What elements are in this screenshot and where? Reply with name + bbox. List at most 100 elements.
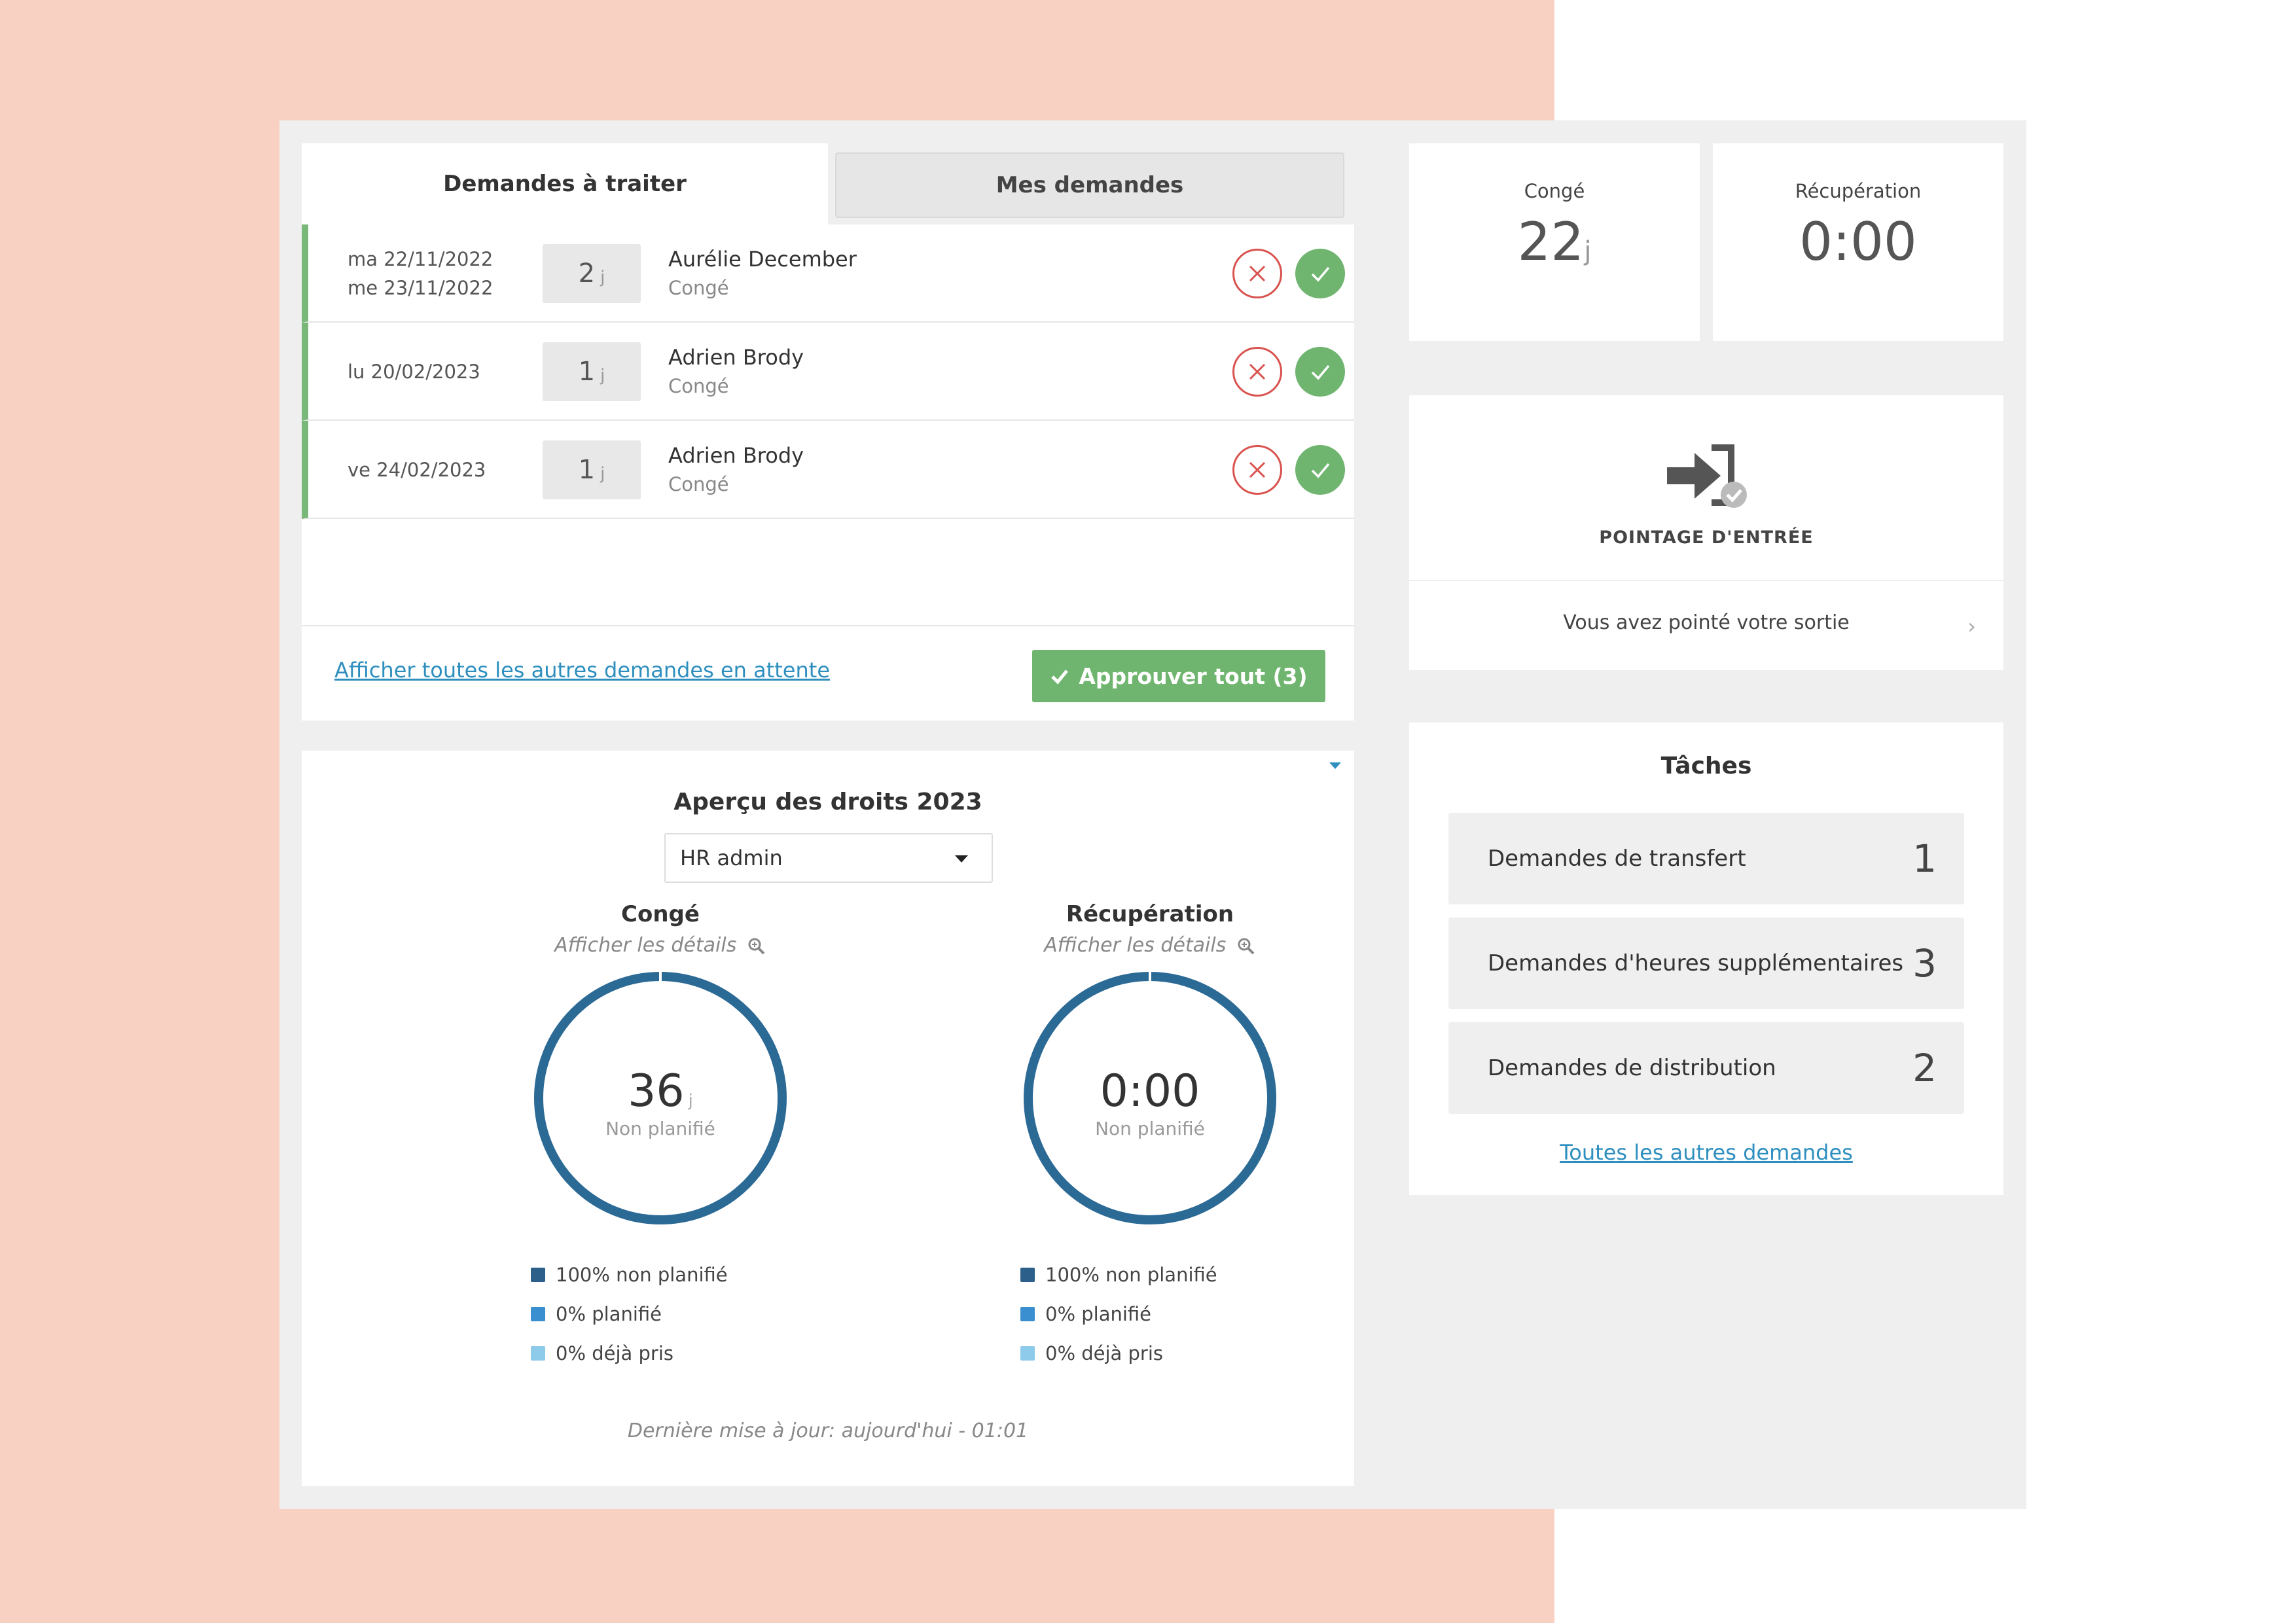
task-count: 2: [1912, 1046, 1937, 1090]
legend-label: 100% non planifié: [556, 1264, 728, 1286]
request-date: ve 24/02/2023: [348, 459, 486, 481]
request-person: Adrien Brody Congé: [668, 323, 804, 421]
sign-in-icon: [1667, 444, 1747, 508]
request-type: Congé: [668, 473, 729, 495]
gauge-value: 0:00: [1100, 1065, 1200, 1117]
legend-item: 0% planifié: [1020, 1294, 1314, 1334]
task-label: Demandes de transfert: [1488, 846, 1746, 872]
gauge-ring: 36 j Non planifié: [534, 971, 787, 1224]
gauge-title: Récupération: [1066, 901, 1234, 927]
gauge-legend: 100% non planifié 0% planifié 0% déjà pr…: [531, 1255, 824, 1373]
gauge-details-link[interactable]: Afficher les détails: [497, 934, 824, 957]
tab-requests-to-process[interactable]: Demandes à traiter: [302, 143, 828, 224]
balance-leave-card: Congé 22j: [1409, 143, 1700, 341]
reject-button[interactable]: [1232, 445, 1282, 495]
legend-label: 0% déjà pris: [1045, 1342, 1164, 1364]
clock-in-card: POINTAGE D'ENTRÉE Vous avez pointé votre…: [1409, 395, 2003, 670]
gauge-title: Congé: [621, 901, 700, 927]
requests-footer: Afficher toutes les autres demandes en a…: [302, 625, 1354, 721]
request-days-value: 1: [578, 357, 596, 387]
request-date: ma 22/11/2022: [348, 248, 493, 270]
request-days-value: 1: [578, 455, 596, 485]
reject-button[interactable]: [1232, 347, 1282, 397]
task-label: Demandes de distribution: [1488, 1055, 1776, 1081]
legend-item: 0% déjà pris: [1020, 1334, 1314, 1373]
rights-title: Aperçu des droits 2023: [673, 789, 982, 815]
check-icon: [1311, 463, 1330, 478]
request-type: Congé: [668, 375, 729, 397]
request-name: Adrien Brody: [668, 345, 804, 370]
accept-button[interactable]: [1295, 445, 1345, 495]
task-count: 3: [1912, 941, 1937, 986]
legend-item: 0% planifié: [531, 1294, 824, 1334]
request-days-unit: j: [600, 464, 605, 484]
legend-swatch: [1020, 1307, 1035, 1321]
accept-button[interactable]: [1295, 347, 1345, 397]
request-dates: lu 20/02/2023: [348, 323, 480, 421]
clock-in-title: POINTAGE D'ENTRÉE: [1599, 527, 1814, 548]
show-all-pending-link[interactable]: Afficher toutes les autres demandes en a…: [334, 658, 830, 683]
task-item-overtime[interactable]: Demandes d'heures supplémentaires 3: [1448, 918, 1964, 1009]
dashboard-frame: Demandes à traiter Mes demandes ma 22/11…: [279, 120, 2026, 1509]
request-dates: ma 22/11/2022 me 23/11/2022: [348, 224, 493, 323]
task-count: 1: [1912, 836, 1937, 881]
chevron-right-icon[interactable]: ›: [1967, 614, 1976, 639]
legend-label: 0% planifié: [1045, 1303, 1152, 1325]
legend-label: 100% non planifié: [1045, 1264, 1217, 1286]
tab-my-requests[interactable]: Mes demandes: [835, 152, 1344, 218]
gauge-sublabel: Non planifié: [605, 1118, 715, 1139]
reject-button[interactable]: [1232, 249, 1282, 298]
clock-status[interactable]: Vous avez pointé votre sortie: [1563, 611, 1850, 634]
zoom-icon: [748, 938, 765, 954]
task-item-distribution[interactable]: Demandes de distribution 2: [1448, 1022, 1964, 1114]
request-name: Aurélie December: [668, 247, 857, 272]
legend-item: 100% non planifié: [531, 1255, 824, 1294]
tabs: Demandes à traiter Mes demandes: [302, 143, 1354, 224]
approve-all-button[interactable]: Approuver tout (3): [1032, 650, 1325, 702]
gauge-details-label: Afficher les détails: [1044, 934, 1227, 957]
check-icon: [1311, 365, 1330, 380]
balance-label: Récupération: [1795, 180, 1922, 202]
request-person: Aurélie December Congé: [668, 224, 857, 323]
collapse-icon[interactable]: [1329, 762, 1341, 769]
legend-swatch: [531, 1268, 545, 1282]
all-other-requests-link[interactable]: Toutes les autres demandes: [1560, 1140, 1853, 1165]
zoom-icon: [1238, 938, 1255, 954]
legend-label: 0% planifié: [556, 1303, 662, 1325]
request-days-unit: j: [600, 268, 605, 287]
request-days-unit: j: [600, 366, 605, 385]
balance-recovery-card: Récupération 0:00: [1713, 143, 2003, 341]
task-item-transfer[interactable]: Demandes de transfert 1: [1448, 813, 1964, 904]
request-dates: ve 24/02/2023: [348, 421, 486, 519]
chevron-down-icon: [955, 855, 968, 863]
tasks-title: Tâches: [1660, 753, 1752, 779]
legend-swatch: [1020, 1268, 1035, 1282]
legend-swatch: [531, 1307, 545, 1321]
rights-overview-card: Aperçu des droits 2023 HR admin Congé Af…: [302, 751, 1354, 1486]
close-icon: [1249, 265, 1266, 282]
gauge-details-link[interactable]: Afficher les détails: [986, 934, 1314, 957]
accept-button[interactable]: [1295, 249, 1345, 298]
gauge-recovery: Récupération Afficher les détails 0:00 N…: [986, 901, 1314, 1373]
approve-all-label: Approuver tout (3): [1079, 663, 1308, 689]
role-select[interactable]: HR admin: [664, 833, 993, 883]
legend-item: 100% non planifié: [1020, 1255, 1314, 1294]
legend-label: 0% déjà pris: [556, 1342, 674, 1364]
divider: [1409, 580, 2003, 581]
request-days-value: 2: [578, 259, 596, 289]
check-icon: [1311, 266, 1330, 282]
check-icon: [1051, 669, 1069, 685]
role-select-value: HR admin: [680, 846, 783, 870]
tasks-card: Tâches Demandes de transfert 1 Demandes …: [1409, 722, 2003, 1195]
request-date: me 23/11/2022: [348, 277, 493, 299]
balance-value: 22j: [1517, 211, 1592, 272]
gauge-value: 36 j: [628, 1065, 693, 1117]
gauge-legend: 100% non planifié 0% planifié 0% déjà pr…: [1020, 1255, 1314, 1373]
request-type: Congé: [668, 277, 729, 299]
